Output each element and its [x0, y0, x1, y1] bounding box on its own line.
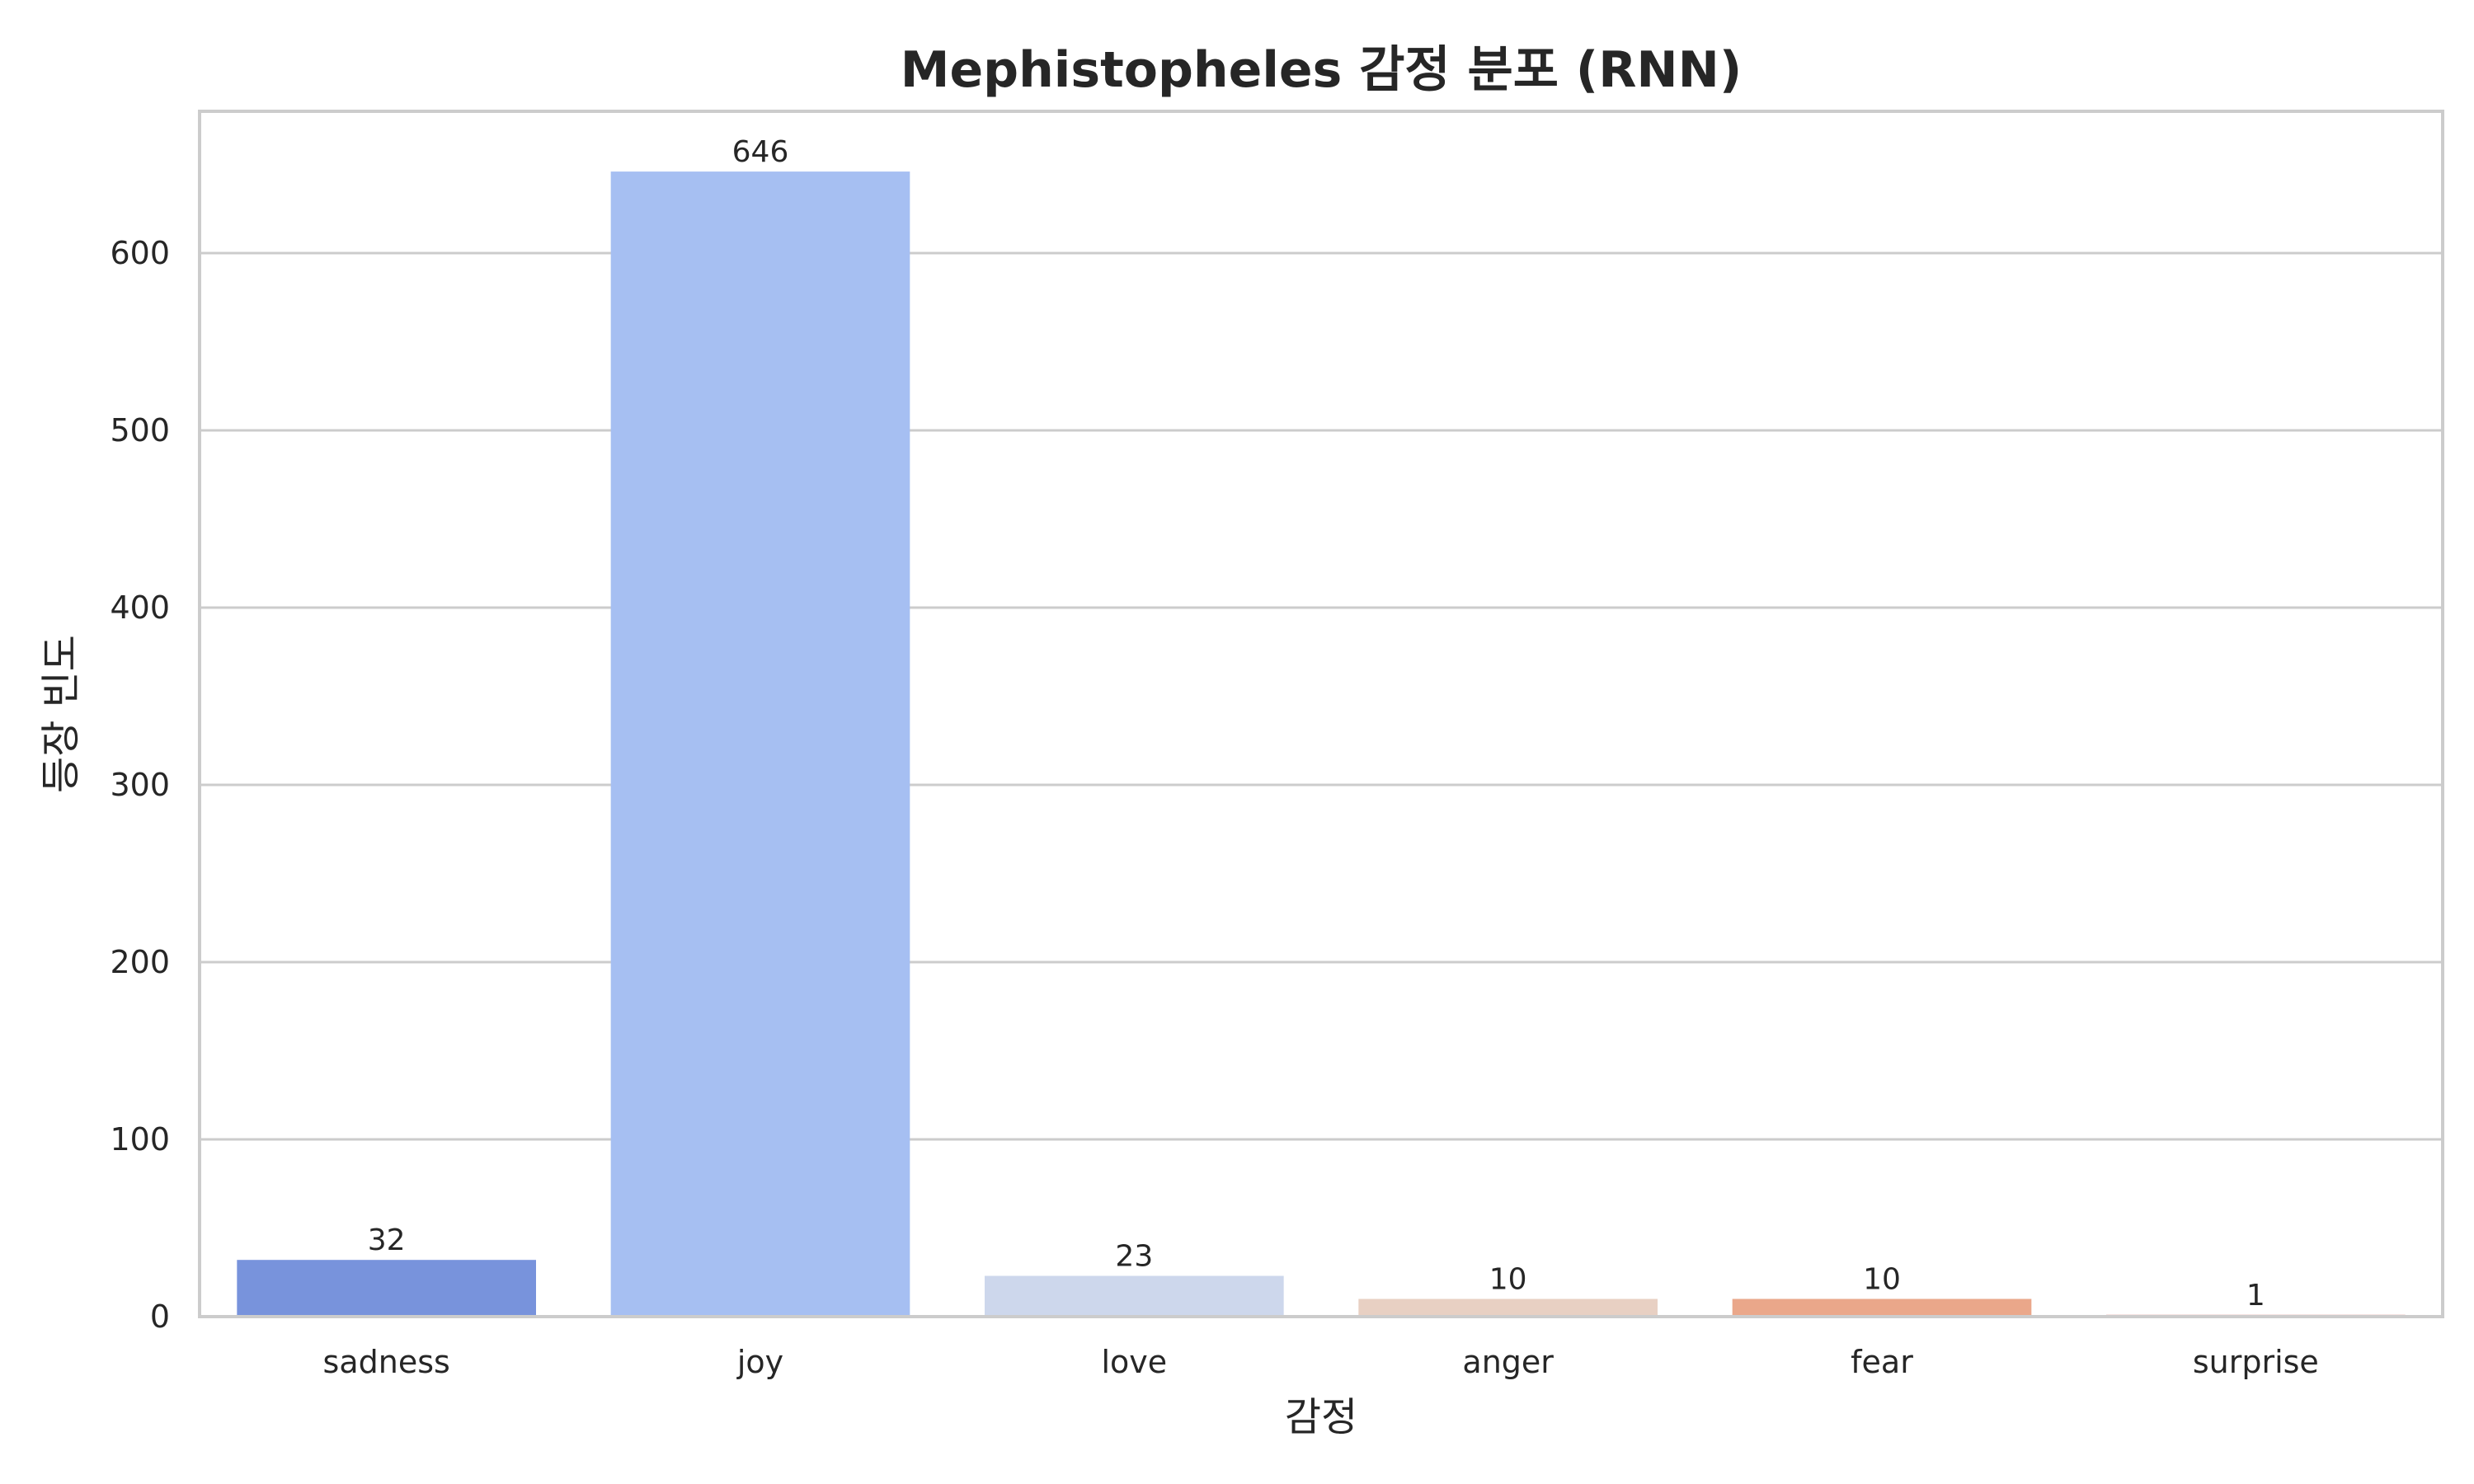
bar-anger — [1358, 1298, 1658, 1317]
data-label: 646 — [732, 135, 789, 169]
y-tick-label: 200 — [110, 944, 170, 980]
bar-love — [985, 1275, 1284, 1317]
bar-joy — [610, 171, 910, 1317]
x-tick-label: joy — [736, 1344, 783, 1380]
data-labels: 32 646 23 10 10 1 — [368, 135, 2265, 1313]
x-axis-ticks: sadness joy love anger fear surprise — [323, 1344, 2319, 1380]
y-tick-label: 300 — [110, 767, 170, 803]
y-tick-label: 0 — [150, 1298, 170, 1335]
data-label: 10 — [1863, 1263, 1901, 1297]
data-label: 32 — [368, 1223, 406, 1257]
chart-title: Mephistopheles 감정 분포 (RNN) — [901, 41, 1743, 99]
data-label: 1 — [2246, 1279, 2265, 1313]
data-label: 10 — [1489, 1263, 1527, 1297]
x-tick-label: sadness — [323, 1344, 450, 1380]
x-tick-label: anger — [1462, 1344, 1554, 1380]
x-tick-label: surprise — [2193, 1344, 2319, 1380]
x-tick-label: fear — [1851, 1344, 1913, 1380]
bar-fear — [1732, 1298, 2032, 1317]
plot-frame — [198, 110, 2444, 1318]
y-tick-label: 500 — [110, 412, 170, 448]
y-tick-label: 600 — [110, 235, 170, 271]
y-tick-label: 100 — [110, 1121, 170, 1158]
y-axis-title: 등장 빈도 — [38, 635, 84, 793]
bars — [237, 171, 2406, 1317]
x-tick-label: love — [1101, 1344, 1167, 1380]
y-axis-ticks: 0 100 200 300 400 500 600 — [110, 235, 170, 1335]
x-axis-title: 감정 — [1285, 1394, 1357, 1440]
grid-lines — [200, 251, 2443, 1141]
data-label: 23 — [1115, 1240, 1153, 1274]
y-tick-label: 400 — [110, 589, 170, 626]
bar-sadness — [237, 1260, 536, 1317]
